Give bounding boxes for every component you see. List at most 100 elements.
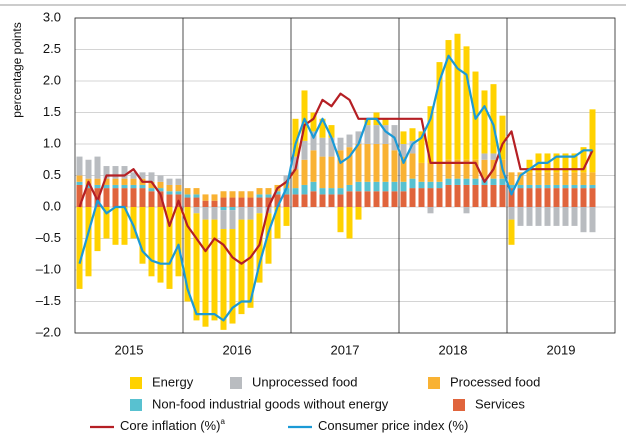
bar-segment: [328, 194, 335, 207]
bar-segment: [229, 229, 236, 324]
bar-segment: [544, 188, 551, 207]
bar-segment: [400, 156, 407, 182]
legend-label: Non-food industrial goods without energy: [152, 396, 389, 411]
bar-segment: [283, 175, 290, 182]
bar-segment: [472, 159, 479, 179]
bar-segment: [310, 181, 317, 192]
bar-segment: [571, 172, 578, 185]
bar-segment: [427, 181, 434, 189]
bar-segment: [202, 207, 209, 220]
bar-segment: [382, 191, 389, 207]
bar-segment: [355, 144, 362, 182]
bar-segment: [382, 118, 389, 126]
bar-segment: [427, 162, 434, 182]
bar-segment: [337, 207, 344, 233]
bar-segment: [292, 194, 299, 207]
legend-label: Services: [475, 396, 525, 411]
bar-segment: [481, 90, 488, 154]
bar-segment: [418, 188, 425, 207]
bar-segment: [445, 178, 452, 185]
bar-segment: [472, 178, 479, 185]
bar-segment: [589, 207, 596, 233]
bar-segment: [130, 188, 137, 207]
bar-segment: [121, 188, 128, 207]
y-tick-label: 0.5: [43, 167, 61, 182]
bar-segment: [265, 194, 272, 198]
bar-segment: [562, 184, 569, 189]
bar-segment: [211, 200, 218, 207]
bar-segment: [589, 172, 596, 185]
bar-segment: [364, 125, 371, 144]
bar-segment: [391, 191, 398, 207]
bar-segment: [418, 181, 425, 189]
bar-segment: [193, 194, 200, 198]
bar-segment: [490, 184, 497, 207]
bar-segment: [328, 125, 335, 138]
bar-segment: [76, 207, 83, 289]
bar-segment: [202, 194, 209, 201]
bar-segment: [148, 172, 155, 182]
legend-label: Core inflation (%)a: [120, 417, 225, 433]
bar-segment: [301, 140, 308, 160]
bar-segment: [346, 184, 353, 192]
bar-segment: [130, 207, 137, 239]
bar-segment: [211, 207, 218, 220]
bar-segment: [409, 153, 416, 179]
bar-segment: [166, 191, 173, 195]
bar-segment: [445, 184, 452, 207]
bar-segment: [589, 188, 596, 207]
bar-segment: [76, 156, 83, 176]
bar-segment: [454, 159, 461, 179]
bar-segment: [364, 144, 371, 182]
bar-segment: [346, 134, 353, 148]
bar-segment: [517, 184, 524, 189]
bar-segment: [562, 172, 569, 185]
bar-segment: [454, 33, 461, 160]
bar-segment: [103, 178, 110, 185]
bar-segment: [175, 178, 182, 185]
bar-segment: [382, 125, 389, 144]
bar-segment: [508, 172, 515, 185]
x-tick-label: 2017: [331, 342, 360, 357]
bar-segment: [436, 62, 443, 163]
bar-segment: [301, 194, 308, 207]
bar-segment: [157, 191, 164, 207]
bar-segment: [157, 175, 164, 182]
bar-segment: [337, 194, 344, 207]
plot-frame: [74, 17, 616, 334]
bar-segment: [499, 178, 506, 185]
bar-segment: [112, 184, 119, 189]
bar-segment: [490, 84, 497, 154]
bar-segment: [256, 207, 263, 214]
bar-segment: [202, 219, 209, 327]
bar-segment: [544, 207, 551, 226]
bar-segment: [517, 207, 524, 226]
bar-segment: [508, 188, 515, 207]
bar-segment: [139, 172, 146, 179]
bar-segment: [328, 137, 335, 157]
bar-segment: [409, 188, 416, 207]
bar-segment: [571, 188, 578, 207]
y-tick-label: 1.0: [43, 135, 61, 150]
legend-label: Consumer price index (%): [318, 418, 468, 433]
bar-segment: [175, 207, 182, 277]
bar-segment: [490, 153, 497, 160]
legend-swatch: [428, 377, 440, 389]
bar-segment: [499, 115, 506, 160]
bar-segment: [103, 184, 110, 189]
bar-segment: [481, 153, 488, 160]
bar-segment: [112, 166, 119, 179]
bar-segment: [409, 128, 416, 141]
footnote-mark: a: [220, 417, 225, 426]
bar-segment: [112, 207, 119, 245]
bar-segment: [292, 169, 299, 189]
bar-segment: [517, 172, 524, 185]
legend-swatch: [130, 377, 142, 389]
bar-segment: [76, 184, 83, 207]
bar-segment: [589, 109, 596, 173]
y-tick-label: 2.0: [43, 72, 61, 87]
bar-segment: [409, 178, 416, 189]
bar-segment: [166, 184, 173, 192]
bar-segment: [256, 213, 263, 283]
